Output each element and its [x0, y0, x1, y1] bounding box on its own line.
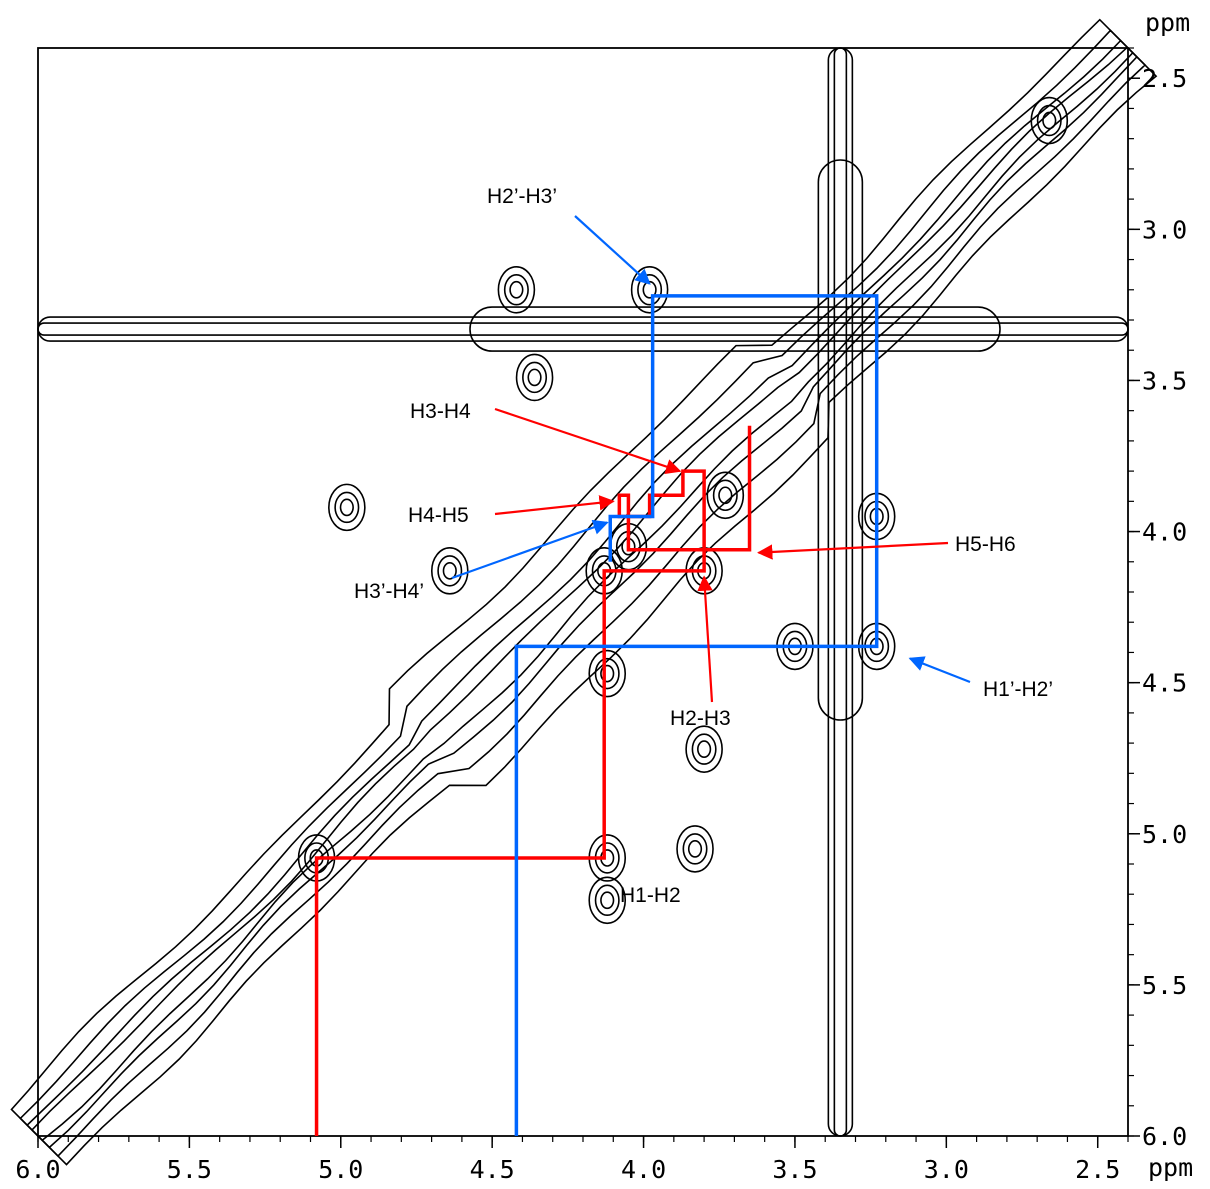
cross-peak-contour — [676, 825, 714, 873]
annotation-label: H2-H3 — [670, 707, 731, 730]
x-tick-label: 5.5 — [167, 1155, 212, 1184]
x-tick-label: 3.5 — [772, 1155, 817, 1184]
cross-peak-contour — [600, 664, 615, 683]
cross-peak-contour — [430, 547, 469, 595]
y-tick-label: 4.0 — [1142, 518, 1187, 547]
x-tick-label: 4.5 — [470, 1155, 515, 1184]
cross-peak-contour — [706, 471, 745, 520]
y-tick-label: 2.5 — [1142, 64, 1187, 93]
x-tick-label: 5.0 — [318, 1155, 363, 1184]
annotation-label: H1’-H2’ — [983, 678, 1053, 701]
correlation-path — [314, 425, 752, 1136]
plot-frame — [37, 47, 1129, 1137]
cross-peak-contour — [328, 483, 366, 532]
diagonal-contour — [19, 29, 1147, 1158]
annotation-label: H3-H4 — [410, 400, 471, 423]
cross-peak-contour — [600, 891, 615, 910]
x-tick-label: 6.0 — [15, 1155, 60, 1184]
x-axis-unit: ppm — [1148, 1153, 1193, 1182]
annotation-label: H5-H6 — [955, 533, 1016, 556]
x-tick-label: 4.0 — [621, 1155, 666, 1184]
annotation-arrow — [451, 519, 609, 580]
y-tick-label: 5.5 — [1142, 971, 1187, 1000]
annotation-label: H1-H2 — [620, 884, 681, 907]
cross-peak-contour — [718, 486, 733, 505]
cross-peak-contour — [630, 265, 669, 314]
contour-layer — [10, 18, 1158, 1166]
annotation-arrow — [574, 215, 651, 285]
annotation-arrow — [908, 656, 971, 684]
annotation-label: H3’-H4’ — [354, 580, 424, 603]
cross-peak-contour — [594, 884, 620, 917]
annotation-arrow — [494, 407, 682, 474]
cross-peak-contour — [687, 840, 703, 858]
y-axis-unit: ppm — [1145, 8, 1190, 37]
cross-peak-contour — [588, 876, 627, 925]
annotation-label: H4-H5 — [408, 504, 469, 527]
cross-peak-contour — [637, 274, 663, 306]
solvent-streak-vertical — [833, 47, 848, 1137]
y-tick-label: 6.0 — [1142, 1122, 1187, 1151]
diagonal-contour — [30, 46, 1134, 1142]
y-tick-label: 3.5 — [1142, 366, 1187, 395]
cross-peak-contour — [1036, 104, 1062, 137]
cross-peak-contour — [527, 368, 542, 387]
solvent-streak-horizontal — [37, 322, 1129, 336]
correlation-paths — [314, 294, 879, 1136]
y-tick-label: 3.0 — [1142, 215, 1187, 244]
cross-peak-contour — [1030, 96, 1069, 145]
solvent-streak-vertical — [827, 47, 854, 1137]
annotation-layer: H2’-H3’ H3-H4 H4-H5 H3’-H4’ H5-H6 H2-H3 H1’-H2… — [354, 185, 1053, 907]
diagonal-contour — [10, 18, 1158, 1166]
cross-peak-contour — [594, 657, 620, 690]
cross-peak-contour — [697, 740, 712, 759]
cross-peak-contour — [515, 353, 554, 402]
cross-peak-contour — [497, 265, 536, 314]
cross-peak-contour — [339, 498, 354, 517]
x-tick-label: 2.5 — [1075, 1155, 1120, 1184]
cross-peak-contour — [522, 361, 548, 394]
annotation-arrow — [494, 495, 615, 516]
correlation-path — [514, 294, 879, 1136]
cross-peak-contour — [588, 649, 627, 698]
solvent-streak-vertical — [817, 159, 864, 721]
cross-peak-contour — [712, 479, 738, 512]
cross-peak-contour — [334, 491, 360, 524]
cross-peak-contour — [691, 733, 717, 765]
cross-peak-contour — [503, 274, 529, 306]
y-tick-label: 4.5 — [1142, 669, 1187, 698]
solvent-streak-horizontal — [469, 306, 1001, 352]
y-tick-label: 5.0 — [1142, 820, 1187, 849]
x-tick-label: 3.0 — [924, 1155, 969, 1184]
solvent-streak-horizontal — [37, 316, 1129, 342]
annotation-label: H2’-H3’ — [487, 185, 557, 208]
diagonal-contour — [26, 39, 1138, 1149]
cross-peak-contour — [509, 280, 524, 299]
annotation-arrow — [697, 575, 714, 703]
cross-peak-contour — [437, 555, 463, 587]
cross-peak-contour — [1042, 111, 1057, 130]
cross-peak-contour — [685, 725, 723, 773]
cross-peak-contour — [682, 833, 708, 865]
cross-peak-contour — [442, 561, 457, 580]
annotation-arrow — [757, 541, 949, 560]
axis-ticks: 6.0 5.5 5.0 4.5 4.0 3.5 3.0 2.5 2.5 3.0 3.5 4.0 4.5 5… — [15, 47, 1187, 1184]
